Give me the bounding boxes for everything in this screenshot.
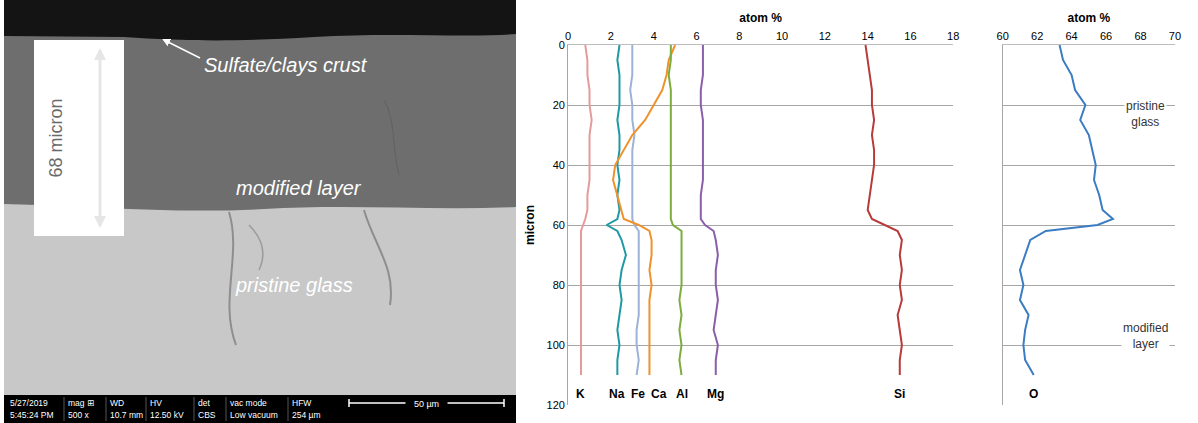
svg-text:Sulfate/clays crust: Sulfate/clays crust <box>204 54 368 76</box>
svg-text:Ca: Ca <box>651 387 667 401</box>
svg-text:mag ⊞: mag ⊞ <box>68 398 94 408</box>
svg-text:68 micron: 68 micron <box>46 98 66 177</box>
svg-text:Na: Na <box>609 387 625 401</box>
svg-text:HV: HV <box>150 398 162 408</box>
svg-text:12: 12 <box>819 30 831 42</box>
svg-text:Low vacuum: Low vacuum <box>230 410 278 420</box>
svg-text:70: 70 <box>1169 30 1181 42</box>
svg-text:62: 62 <box>1031 30 1043 42</box>
svg-text:40: 40 <box>553 159 565 171</box>
svg-text:80: 80 <box>553 279 565 291</box>
svg-text:120: 120 <box>547 399 565 411</box>
svg-text:Mg: Mg <box>707 387 724 401</box>
svg-text:O: O <box>1029 387 1038 401</box>
svg-text:4: 4 <box>651 30 657 42</box>
svg-text:12.50 kV: 12.50 kV <box>150 410 184 420</box>
svg-text:66: 66 <box>1100 30 1112 42</box>
svg-text:WD: WD <box>110 398 124 408</box>
svg-text:pristine glass: pristine glass <box>235 274 353 296</box>
svg-text:2: 2 <box>608 30 614 42</box>
svg-text:60: 60 <box>997 30 1009 42</box>
svg-text:micron: micron <box>523 205 537 245</box>
svg-text:Fe: Fe <box>631 387 645 401</box>
svg-text:vac mode: vac mode <box>230 398 267 408</box>
svg-text:8: 8 <box>736 30 742 42</box>
svg-text:18: 18 <box>947 30 959 42</box>
svg-text:68: 68 <box>1134 30 1146 42</box>
svg-text:modifiedlayer: modifiedlayer <box>1123 321 1168 351</box>
svg-text:modified layer: modified layer <box>236 177 362 199</box>
svg-text:HFW: HFW <box>292 398 311 408</box>
svg-text:10: 10 <box>776 30 788 42</box>
svg-text:CBS: CBS <box>198 410 216 420</box>
svg-text:5:45:24 PM: 5:45:24 PM <box>10 410 53 420</box>
svg-text:Al: Al <box>676 387 688 401</box>
svg-text:14: 14 <box>862 30 874 42</box>
svg-text:60: 60 <box>553 219 565 231</box>
svg-text:0: 0 <box>565 30 571 42</box>
svg-text:254 µm: 254 µm <box>292 410 321 420</box>
svg-text:500 x: 500 x <box>68 410 90 420</box>
svg-text:6: 6 <box>693 30 699 42</box>
svg-text:atom %: atom % <box>1067 11 1110 25</box>
svg-text:16: 16 <box>904 30 916 42</box>
svg-text:5/27/2019: 5/27/2019 <box>10 398 48 408</box>
svg-text:50 µm: 50 µm <box>414 399 439 409</box>
svg-text:0: 0 <box>559 39 565 51</box>
svg-text:atom %: atom % <box>739 11 782 25</box>
svg-text:det: det <box>198 398 210 408</box>
svg-text:Si: Si <box>894 387 905 401</box>
svg-text:10.7 mm: 10.7 mm <box>110 410 143 420</box>
svg-text:K: K <box>576 387 585 401</box>
svg-text:20: 20 <box>553 99 565 111</box>
svg-text:64: 64 <box>1065 30 1077 42</box>
svg-text:100: 100 <box>547 339 565 351</box>
svg-text:pristineglass: pristineglass <box>1126 99 1165 129</box>
